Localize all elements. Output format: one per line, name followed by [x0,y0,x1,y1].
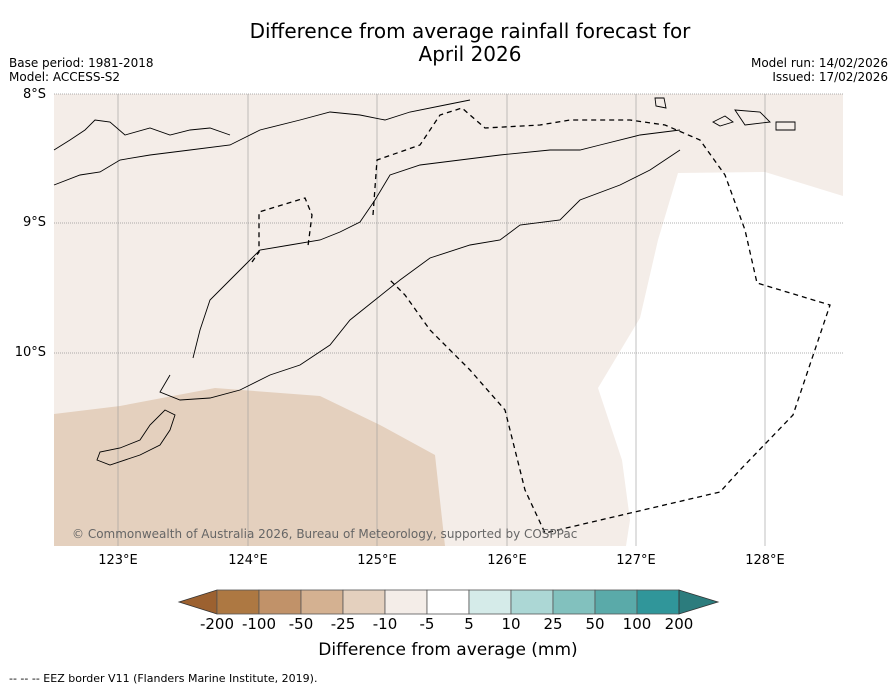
colorbar-tick-label: 25 [543,615,563,633]
colorbar-under-arrow [177,589,218,615]
lon-label: 124°E [228,553,268,568]
colorbar-segment [636,589,680,615]
lon-label: 127°E [616,553,656,568]
colorbar-segment [426,589,470,615]
lon-label: 125°E [357,553,397,568]
colorbar-segment [552,589,596,615]
colorbar-tick-label: -25 [330,615,356,633]
title-line-1: Difference from average rainfall forecas… [249,19,691,43]
lat-label: 8°S [22,87,46,102]
colorbar-segment [594,589,638,615]
gridlines [54,93,843,354]
colorbar-tick-label: 10 [501,615,521,633]
colorbar-tick-label: -5 [419,615,435,633]
colorbar-segment [258,589,302,615]
lon-label: 128°E [745,553,785,568]
lat-label: 9°S [22,215,46,230]
colorbar [177,589,720,615]
colorbar-tick-label: 100 [622,615,652,633]
colorbar-tick-label: -200 [199,615,235,633]
colorbar-segment [300,589,344,615]
model-name: Model: ACCESS-S2 [9,70,121,84]
issued-date: Issued: 17/02/2026 [772,70,888,84]
colorbar-tick-label: -100 [241,615,277,633]
eez-border [251,107,831,534]
drier-region [54,388,445,546]
title-line-2: April 2026 [418,42,522,66]
base-period: Base period: 1981-2018 [9,56,154,70]
model-run: Model run: 14/02/2026 [750,56,888,70]
colorbar-over-arrow [678,589,720,615]
colorbar-tick-label: -10 [372,615,398,633]
colorbar-title: Difference from average (mm) [318,640,578,660]
colorbar-segment [510,589,554,615]
meridians [117,94,766,546]
colorbar-tick-label: 50 [585,615,605,633]
colorbar-segment [468,589,512,615]
colorbar-segment [216,589,260,615]
colorbar-tick-label: -50 [288,615,314,633]
colorbar-tick-label: 200 [664,615,694,633]
near-average-region [598,172,843,546]
map-title: Difference from average rainfall forecas… [0,20,896,66]
eez-legend: -- -- -- EEZ border V11 (Flanders Marine… [9,672,318,685]
lat-label: 10°S [14,345,46,360]
colorbar-ticks: -200 -100 -50 -25 -10 -5 5 10 25 50 100 200 [0,615,896,635]
colorbar-segment [384,589,428,615]
copyright: © Commonwealth of Australia 2026, Bureau… [72,527,578,541]
lon-label: 123°E [98,553,138,568]
colorbar-tick-label: 5 [464,615,474,633]
coastlines [53,97,796,466]
lon-label: 126°E [487,553,527,568]
colorbar-segment [342,589,386,615]
